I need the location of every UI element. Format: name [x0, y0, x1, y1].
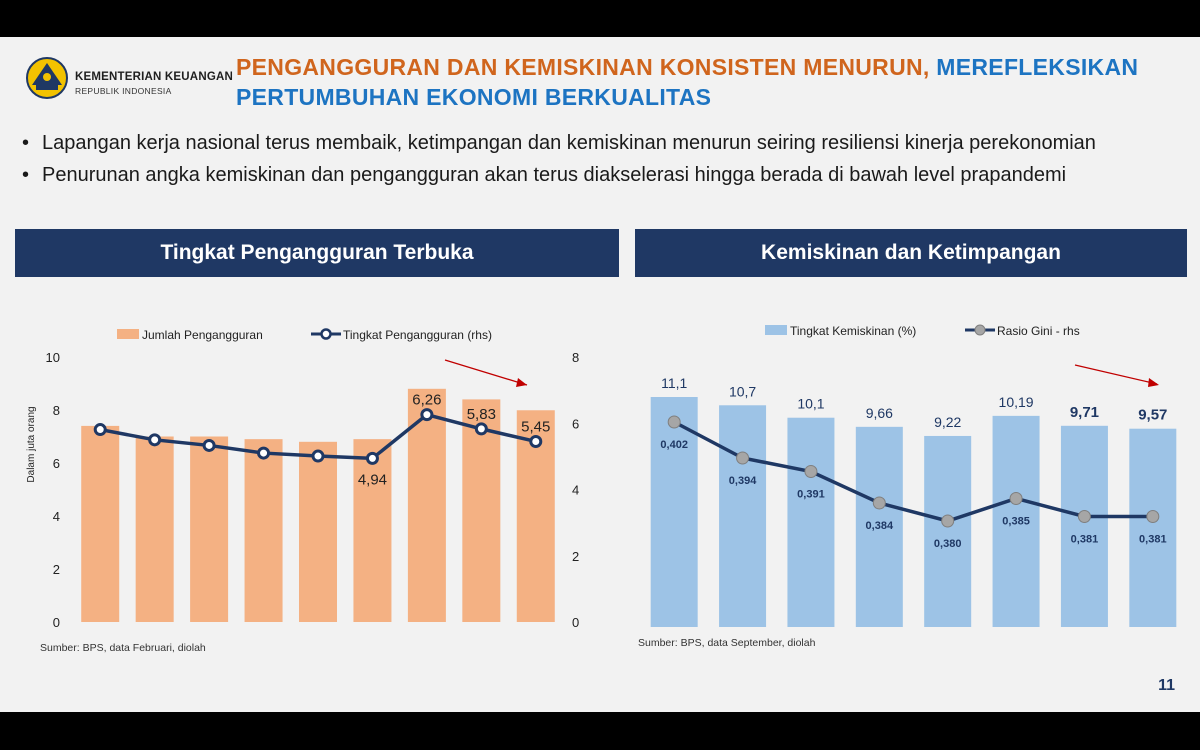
bar — [190, 436, 229, 622]
line-point — [941, 514, 955, 528]
trend-arrowhead — [516, 378, 527, 387]
panel-header-poverty: Kemiskinan dan Ketimpangan — [635, 229, 1187, 277]
bar — [353, 439, 392, 622]
bar-value-label: 10,7 — [729, 383, 756, 399]
bar — [924, 435, 972, 627]
line-value-label: 6,26 — [412, 392, 441, 409]
line-point — [529, 434, 543, 448]
line-point — [667, 415, 681, 429]
bar-value-label: 10,19 — [999, 394, 1034, 410]
bar — [462, 399, 501, 622]
gini-value-label: 0,391 — [797, 489, 825, 501]
bar-value-label: 10,1 — [797, 396, 824, 412]
y2-tick-label: 0 — [572, 615, 579, 627]
line-point — [736, 451, 750, 465]
y2-tick-label: 4 — [572, 483, 579, 498]
bar — [1060, 425, 1108, 627]
line-point — [202, 438, 216, 452]
bar — [992, 415, 1040, 627]
y-tick-label: 6 — [53, 456, 60, 471]
bar-value-label: 11,1 — [661, 375, 687, 391]
line-point — [872, 496, 886, 510]
poverty-chart: Tingkat Kemiskinan (%) Rasio Gini - rhs 11… — [650, 324, 1177, 627]
page-number: 11 — [1158, 677, 1175, 694]
kemenkeu-logo-icon — [26, 57, 68, 99]
gini-value-label: 0,381 — [1139, 534, 1167, 546]
gini-value-label: 0,381 — [1071, 534, 1099, 546]
y-tick-label: 4 — [53, 509, 60, 524]
bar-value-label: 9,57 — [1138, 407, 1167, 424]
ministry-subtitle: REPUBLIK INDONESIA — [75, 86, 172, 96]
bar — [244, 439, 283, 622]
source-note-right: Sumber: BPS, data September, diolah — [638, 637, 816, 649]
gini-value-label: 0,402 — [660, 439, 688, 451]
gini-ratio-line — [673, 420, 1153, 523]
bar — [719, 405, 767, 627]
y2-tick-label: 6 — [572, 416, 579, 431]
line-point — [93, 423, 107, 437]
line-point — [1009, 492, 1023, 505]
legend-label-line: Tingkat Pengangguran (rhs) — [343, 328, 492, 342]
legend-swatch-bar — [117, 329, 139, 339]
line-point — [804, 465, 818, 478]
line-point — [1146, 510, 1160, 523]
y-tick-label: 0 — [53, 615, 60, 627]
line-point — [474, 422, 488, 436]
y-tick-label: 10 — [46, 350, 60, 365]
line-point — [1077, 510, 1091, 523]
gini-value-label: 0,385 — [1002, 516, 1030, 528]
legend-marker-line — [320, 328, 332, 340]
line-point — [311, 449, 325, 463]
bar — [855, 426, 903, 627]
y-axis-label: Dalam juta orang — [26, 406, 37, 482]
bullet-list: Lapangan kerja nasional terus membaik, k… — [22, 130, 1187, 194]
line-value-label: 5,45 — [521, 418, 550, 435]
y-tick-label: 8 — [53, 403, 60, 418]
legend-label-bar: Tingkat Kemiskinan (%) — [790, 324, 916, 338]
bar-value-label: 9,22 — [934, 414, 961, 430]
unemployment-chart: Jumlah Pengangguran Tingkat Pengangguran … — [26, 328, 579, 627]
legend-marker-line — [974, 324, 986, 336]
line-point — [257, 446, 271, 460]
y-tick-label: 2 — [53, 562, 60, 577]
ministry-name: KEMENTERIAN KEUANGAN — [75, 71, 233, 83]
gini-value-label: 0,384 — [866, 520, 894, 532]
bar — [407, 388, 446, 622]
bar — [1129, 428, 1177, 627]
slide: KEMENTERIAN KEUANGAN REPUBLIK INDONESIA … — [0, 37, 1200, 712]
line-point — [420, 408, 434, 422]
line-value-label: 4,94 — [358, 471, 387, 488]
bar — [299, 441, 337, 622]
legend-swatch-bar — [765, 325, 787, 335]
bar — [650, 397, 698, 627]
y2-tick-label: 2 — [572, 549, 579, 564]
panel-header-unemployment: Tingkat Pengangguran Terbuka — [15, 229, 619, 277]
legend-label-line: Rasio Gini - rhs — [997, 324, 1080, 338]
gini-value-label: 0,394 — [729, 475, 757, 487]
legend-label-bar: Jumlah Pengangguran — [142, 328, 263, 342]
bar — [787, 417, 835, 627]
page-title: PENGANGGURAN DAN KEMISKINAN KONSISTEN ME… — [236, 52, 1186, 112]
line-point — [148, 433, 162, 447]
trend-arrow — [1074, 364, 1158, 385]
bullet-item: Penurunan angka kemiskinan dan penganggu… — [22, 162, 1187, 188]
y2-tick-label: 8 — [572, 350, 579, 365]
bar — [135, 436, 174, 622]
bar-value-label: 9,71 — [1070, 404, 1099, 421]
line-point — [365, 451, 379, 465]
bar — [81, 425, 120, 622]
title-part-orange: PENGANGGURAN DAN KEMISKINAN KONSISTEN ME… — [236, 54, 930, 80]
title-part-blue: MEREFLEKSIKAN PERTUMBUHAN EKONOMI BERKUA… — [236, 54, 1139, 110]
trend-arrow — [444, 359, 528, 386]
bar-value-label: 9,66 — [866, 405, 893, 421]
bullet-item: Lapangan kerja nasional terus membaik, k… — [22, 130, 1187, 156]
trend-arrowhead — [1148, 378, 1159, 387]
line-value-label: 5,83 — [467, 406, 496, 423]
source-note-left: Sumber: BPS, data Februari, diolah — [40, 642, 206, 654]
gini-value-label: 0,380 — [934, 538, 962, 550]
